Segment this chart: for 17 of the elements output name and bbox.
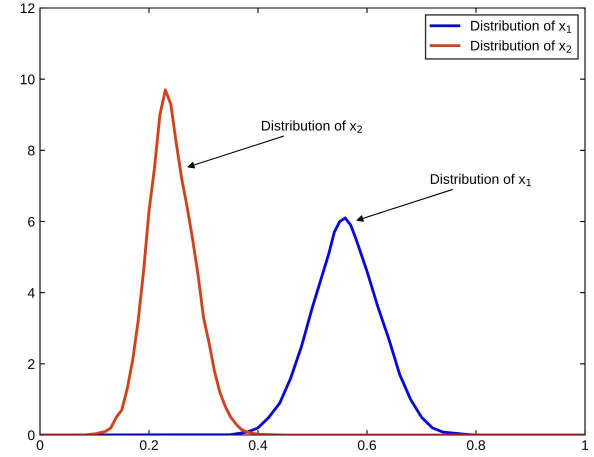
annotation: Distribution of x$_{2}$ bbox=[262, 120, 362, 133]
y-tick-label: 6 bbox=[28, 216, 35, 227]
y-tick-label: 8 bbox=[28, 146, 35, 156]
x-tick-label: 0.2 bbox=[140, 440, 158, 450]
x-tick-label: 0.6 bbox=[358, 440, 376, 450]
y-tick-label: 12 bbox=[20, 3, 34, 14]
x-tick-label: 0 bbox=[36, 440, 44, 450]
y-tick-label: 10 bbox=[20, 74, 35, 84]
annotation: Distribution of x$_{1}$ bbox=[430, 174, 531, 186]
x-tick-label: 1 bbox=[582, 440, 588, 450]
legend-label: Distribution of x$_{2}$ bbox=[471, 40, 572, 53]
y-tick-label: 0 bbox=[28, 430, 35, 440]
x-tick-label: 0.4 bbox=[248, 440, 268, 450]
y-tick-label: 2 bbox=[28, 359, 34, 369]
x-tick-label: 0.8 bbox=[466, 440, 486, 450]
y-tick-label: 4 bbox=[28, 288, 35, 298]
legend-label: Distribution of x$_{1}$ bbox=[471, 20, 572, 33]
